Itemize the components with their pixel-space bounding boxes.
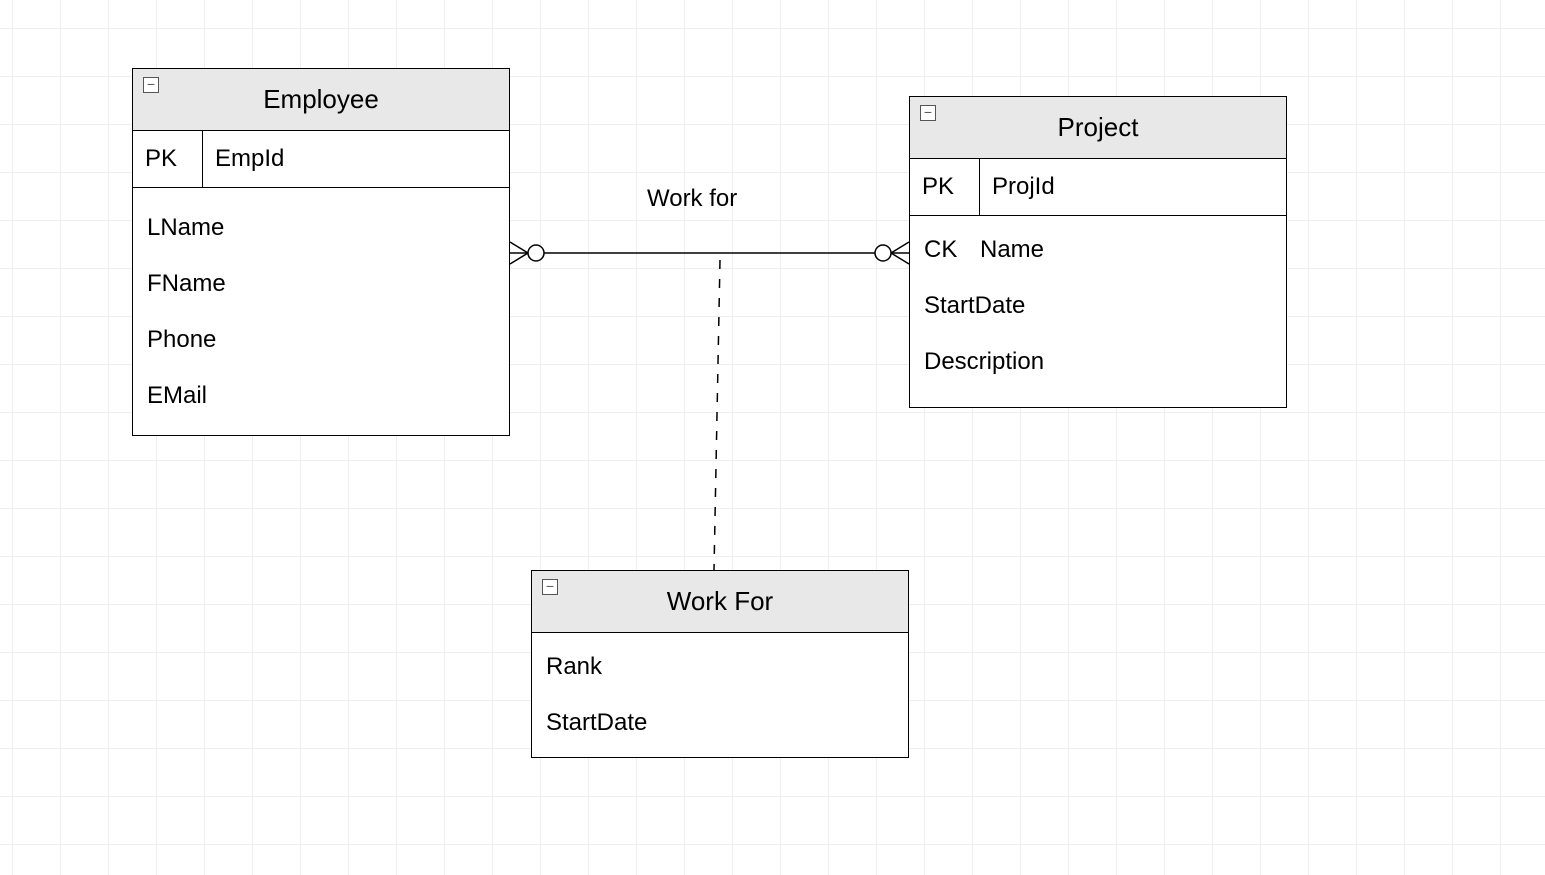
- attribute-row: LName: [147, 200, 495, 256]
- collapse-icon[interactable]: [542, 579, 558, 595]
- pk-row: PK ProjId: [910, 159, 1286, 216]
- attribute-row: StartDate: [924, 278, 1272, 334]
- attribute-row: StartDate: [546, 695, 894, 751]
- pk-row: PK EmpId: [133, 131, 509, 188]
- entity-workfor[interactable]: Work For Rank StartDate: [531, 570, 909, 758]
- attribute-name: Description: [924, 348, 1044, 376]
- entity-employee[interactable]: Employee PK EmpId LName FName Phone EMai…: [132, 68, 510, 436]
- attribute-row: Description: [924, 334, 1272, 390]
- pk-name: ProjId: [980, 159, 1286, 215]
- attribute-list: CK Name StartDate Description: [910, 216, 1286, 408]
- attribute-name: Phone: [147, 326, 216, 354]
- attribute-name: StartDate: [924, 292, 1025, 320]
- pk-key: PK: [133, 131, 203, 187]
- pk-key: PK: [910, 159, 980, 215]
- attribute-list: Rank StartDate: [532, 633, 908, 769]
- attribute-name: Name: [980, 236, 1044, 264]
- attribute-name: Rank: [546, 653, 602, 681]
- attribute-name: StartDate: [546, 709, 647, 737]
- attribute-key: CK: [924, 236, 980, 264]
- entity-header[interactable]: Work For: [532, 571, 908, 633]
- attribute-list: LName FName Phone EMail: [133, 188, 509, 442]
- collapse-icon[interactable]: [143, 77, 159, 93]
- entity-project[interactable]: Project PK ProjId CK Name StartDate Desc…: [909, 96, 1287, 408]
- crowfoot-left: [510, 242, 544, 264]
- attribute-row: EMail: [147, 368, 495, 424]
- pk-name: EmpId: [203, 131, 509, 187]
- entity-header[interactable]: Employee: [133, 69, 509, 131]
- entity-header[interactable]: Project: [910, 97, 1286, 159]
- attribute-name: FName: [147, 270, 226, 298]
- diagram-canvas: Work for Employee PK EmpId LName FName P…: [0, 0, 1545, 875]
- entity-title: Project: [1058, 112, 1139, 143]
- attribute-row: Rank: [546, 639, 894, 695]
- relationship-label: Work for: [647, 185, 737, 213]
- attribute-row: CK Name: [924, 222, 1272, 278]
- associative-link: [714, 260, 720, 570]
- crowfoot-right: [875, 242, 909, 264]
- attribute-name: LName: [147, 214, 224, 242]
- entity-title: Work For: [667, 586, 773, 617]
- attribute-row: FName: [147, 256, 495, 312]
- attribute-name: EMail: [147, 382, 207, 410]
- entity-title: Employee: [263, 84, 379, 115]
- attribute-row: Phone: [147, 312, 495, 368]
- collapse-icon[interactable]: [920, 105, 936, 121]
